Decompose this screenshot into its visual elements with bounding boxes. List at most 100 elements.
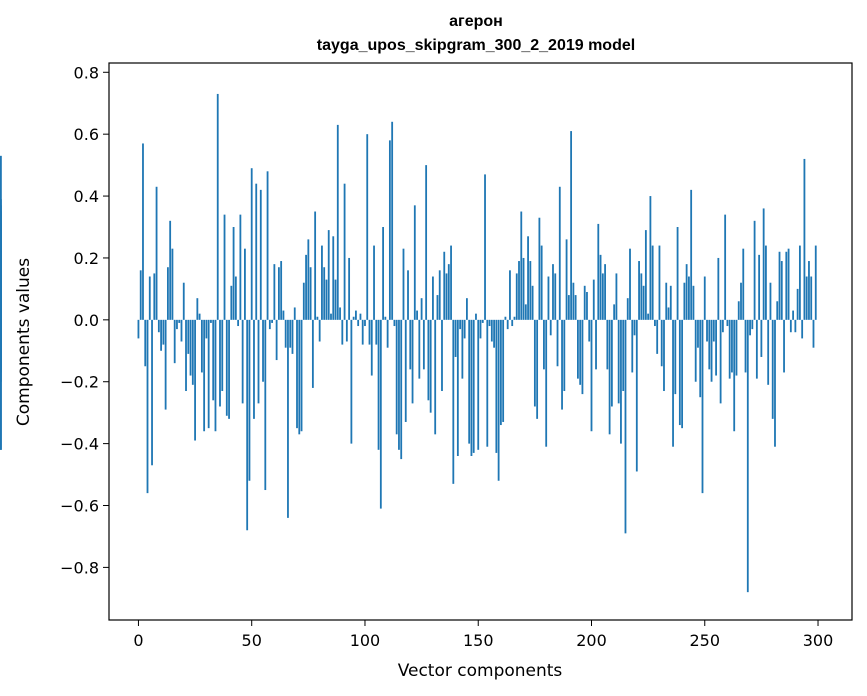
chart-title: агерон tayga_upos_skipgram_300_2_2019 mo… [317, 13, 635, 54]
bar [760, 319, 763, 357]
bar [626, 298, 629, 320]
bar [441, 319, 443, 392]
bar [443, 251, 446, 320]
bar [257, 319, 260, 404]
bar [708, 319, 711, 370]
bar [665, 282, 668, 320]
plot-frame [108, 62, 853, 621]
bar [280, 261, 283, 320]
bar [300, 319, 303, 432]
bar [144, 319, 147, 367]
bar [164, 319, 167, 410]
bar [658, 245, 661, 320]
bar [459, 319, 462, 330]
bar [191, 319, 194, 385]
bar [0, 319, 2, 342]
bar [590, 319, 593, 432]
bar [318, 319, 321, 342]
bar [289, 319, 292, 348]
bar [271, 319, 273, 323]
bar [472, 319, 475, 453]
bar [724, 214, 727, 320]
bar [425, 165, 428, 320]
bar [638, 261, 640, 320]
bar [477, 319, 480, 450]
bar [522, 257, 525, 320]
bar [239, 214, 242, 320]
bar [196, 298, 199, 320]
bar [758, 254, 761, 320]
bar [402, 248, 405, 320]
bar [581, 319, 584, 395]
bars-group [0, 93, 817, 593]
bar [599, 254, 602, 320]
bar [513, 316, 516, 320]
bar [497, 319, 500, 481]
bar [250, 168, 253, 320]
bar [801, 319, 804, 339]
bar [642, 285, 645, 320]
bar [715, 319, 717, 376]
bar [753, 220, 756, 320]
x-axis-ticks: 0 50 100 150 200 250 300 [133, 620, 833, 650]
bar [572, 282, 575, 320]
bar [597, 223, 600, 320]
y-axis-ticks: −0.8 −0.6 −0.4 −0.2 0.0 0.2 0.4 0.6 0.8 [60, 63, 109, 577]
y-tick-label: −0.8 [60, 558, 99, 577]
bar [194, 319, 196, 441]
bar [413, 205, 416, 320]
bar [712, 319, 715, 342]
bar [375, 319, 378, 345]
bar [411, 319, 414, 404]
bar [606, 319, 609, 370]
bar [669, 285, 672, 320]
bar [486, 319, 489, 447]
bar [631, 319, 634, 373]
bar [316, 316, 319, 320]
x-tick-label: 300 [803, 631, 834, 650]
bar [463, 319, 466, 339]
bar [336, 124, 339, 320]
bar [348, 257, 351, 320]
x-tick-label: 200 [576, 631, 607, 650]
bar [812, 319, 815, 348]
bar [388, 140, 391, 320]
bar [244, 248, 246, 320]
bar [552, 264, 554, 320]
bar [314, 211, 317, 320]
bar [538, 217, 541, 320]
bar [583, 285, 586, 320]
bar [506, 319, 509, 330]
bar [688, 276, 690, 320]
bar [305, 254, 307, 320]
bar [649, 196, 652, 320]
y-tick-label: −0.6 [60, 497, 99, 516]
bar [810, 276, 813, 320]
bar [162, 319, 165, 345]
bar [622, 319, 625, 392]
bar [613, 304, 616, 320]
bar [794, 319, 797, 333]
bar [454, 319, 457, 357]
bar [706, 319, 708, 342]
y-tick-label: 0.8 [74, 63, 99, 82]
bar [160, 319, 162, 351]
bar [176, 319, 178, 330]
bar [468, 319, 471, 444]
bar [717, 257, 720, 320]
bar [579, 319, 582, 385]
bar [783, 319, 785, 373]
bar [434, 319, 437, 435]
bar [416, 310, 418, 320]
bar [488, 319, 491, 327]
bar [608, 319, 611, 435]
bar [798, 245, 801, 320]
bar [180, 319, 183, 342]
bar [615, 273, 618, 320]
bar [207, 319, 210, 429]
bar [173, 319, 176, 364]
bar [450, 245, 452, 320]
bar [456, 319, 459, 456]
bar [728, 319, 731, 379]
